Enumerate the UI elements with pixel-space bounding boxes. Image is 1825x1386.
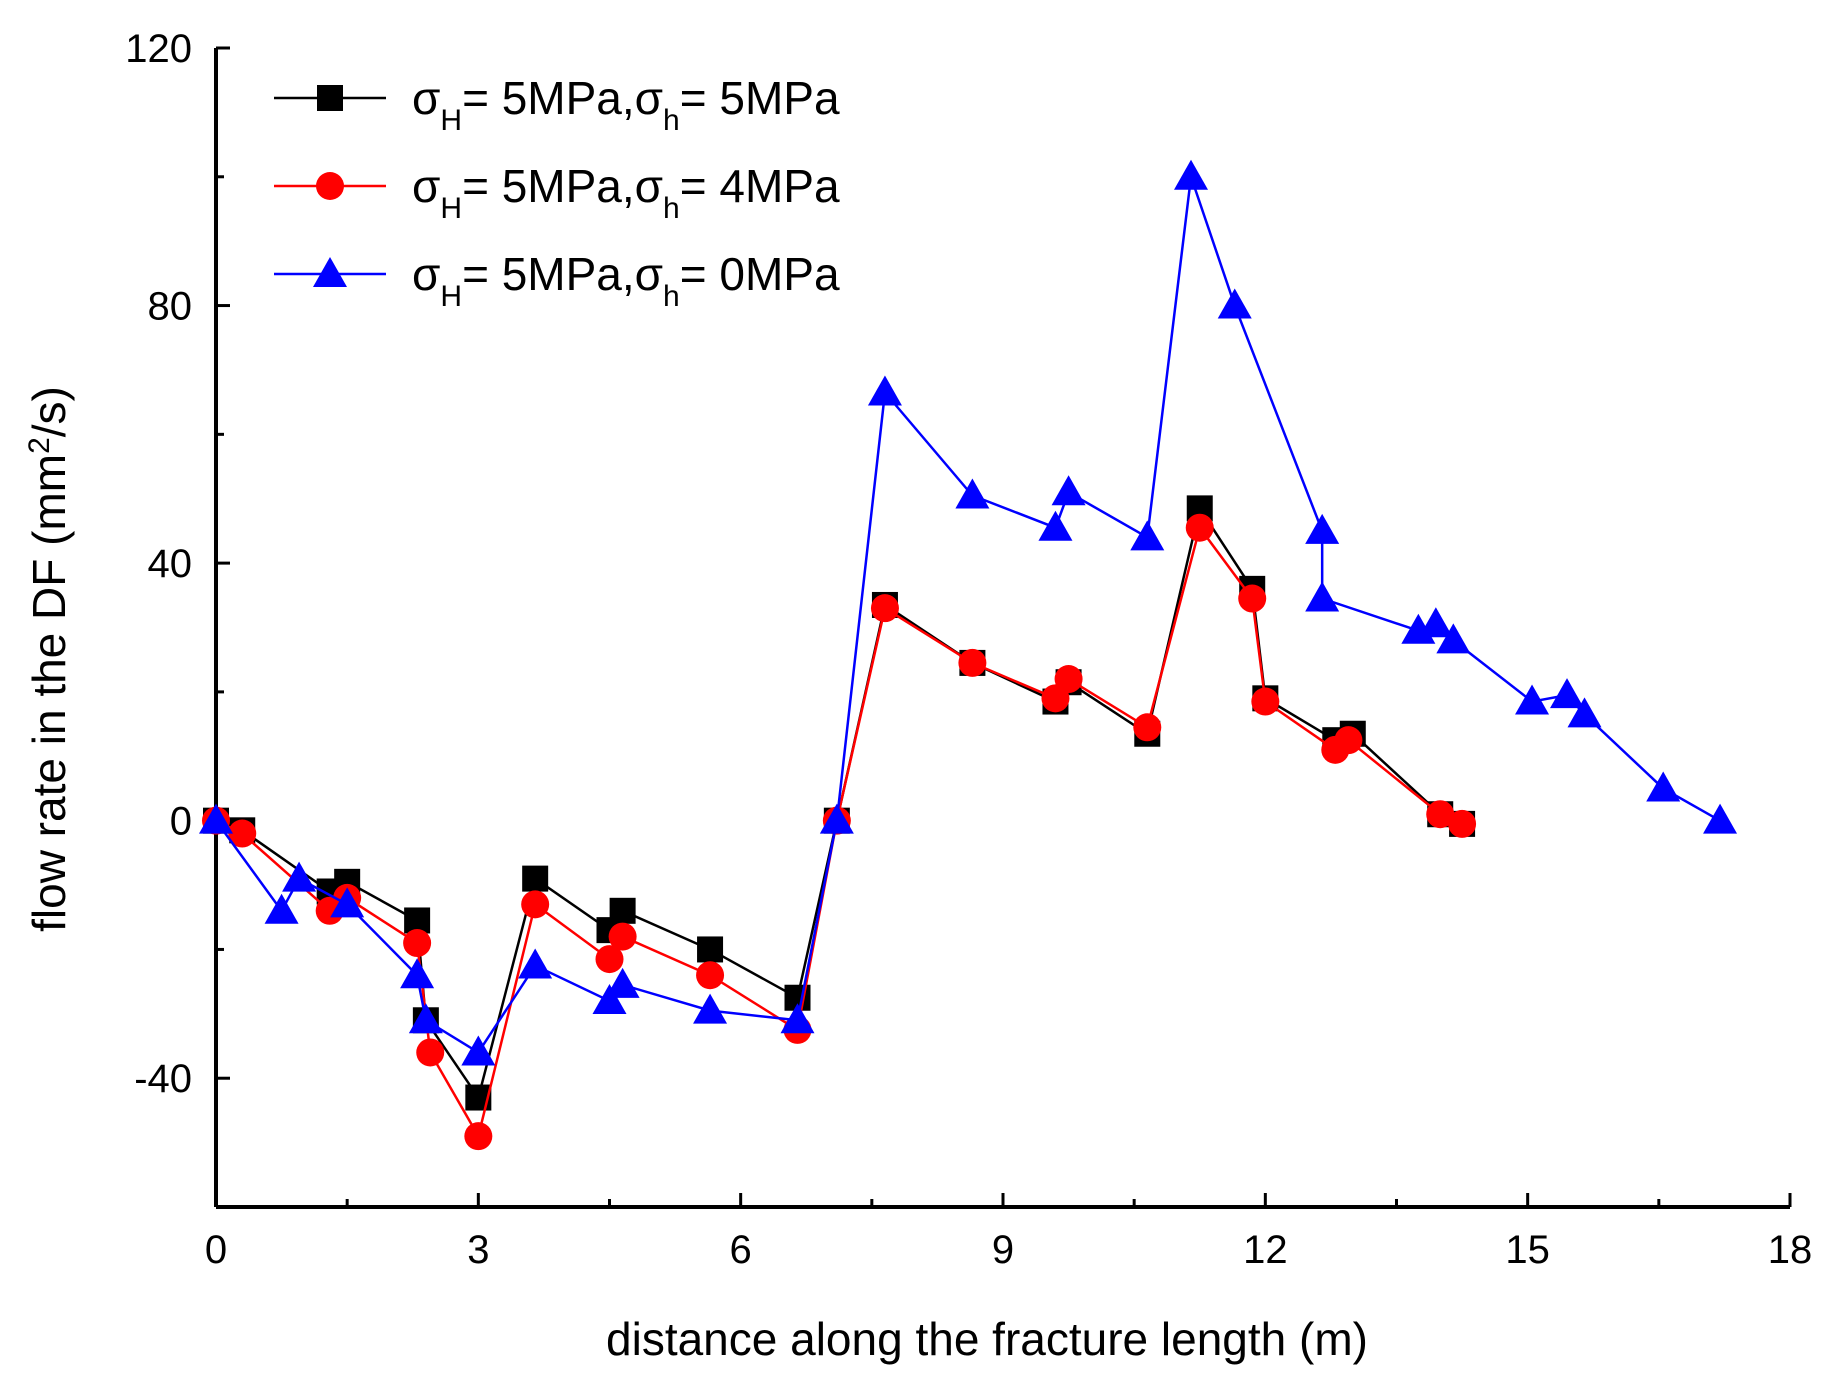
data-point-circle — [464, 1122, 493, 1151]
y-axis-label: flow rate in the DF (mm2/s) — [23, 386, 76, 932]
data-point-triangle — [1305, 513, 1340, 544]
data-point-triangle — [1436, 623, 1471, 654]
data-point-circle — [1185, 513, 1214, 542]
data-point-circle — [608, 922, 637, 951]
legend-label-part: H — [440, 104, 462, 137]
x-tick-label: 12 — [1243, 1228, 1288, 1272]
data-point-triangle — [408, 1003, 443, 1034]
data-point-triangle — [1174, 159, 1209, 190]
legend-label-part: = 5MPa — [680, 72, 840, 124]
data-point-circle — [228, 819, 257, 848]
data-point-triangle — [780, 1003, 815, 1034]
data-point-triangle — [1038, 510, 1073, 541]
legend-label: σH= 5MPa,σh= 5MPa — [412, 72, 840, 137]
y-axis-label-unit: /s) — [23, 386, 75, 437]
data-point-triangle — [955, 478, 990, 509]
data-point-circle — [416, 1038, 445, 1067]
data-point-triangle — [1305, 581, 1340, 612]
data-point-triangle — [867, 375, 902, 406]
data-point-circle — [1448, 809, 1477, 838]
data-point-triangle — [819, 803, 854, 834]
y-tick-label: 0 — [170, 800, 192, 844]
data-point-triangle — [518, 948, 553, 979]
data-point-triangle — [264, 893, 299, 924]
legend-label-part: H — [440, 280, 462, 313]
data-point-triangle — [592, 983, 627, 1014]
data-point-circle — [1054, 665, 1083, 694]
x-tick-label: 18 — [1768, 1228, 1813, 1272]
data-point-triangle — [1051, 475, 1086, 506]
data-point-triangle — [1567, 697, 1602, 728]
y-axis-label-superscript: 2 — [23, 437, 56, 454]
data-point-triangle — [1646, 771, 1681, 802]
x-tick-label: 9 — [992, 1228, 1014, 1272]
data-point-triangle — [693, 993, 728, 1024]
y-tick-label: 120 — [125, 27, 192, 71]
data-point-circle — [1238, 584, 1267, 613]
data-point-triangle — [461, 1035, 496, 1066]
x-tick-label: 15 — [1505, 1228, 1550, 1272]
y-axis-label-main: flow rate in the DF (mm — [23, 454, 75, 932]
y-tick-label: 40 — [148, 542, 193, 586]
x-tick-label: 3 — [467, 1228, 489, 1272]
data-point-circle — [1426, 800, 1455, 829]
series-3 — [199, 159, 1738, 1066]
legend-label-part: σ — [412, 248, 440, 300]
legend-entry-3: σH= 5MPa,σh= 0MPa — [274, 248, 840, 313]
data-point-circle — [403, 929, 432, 958]
data-point-square — [697, 936, 724, 963]
data-point-triangle — [330, 887, 365, 918]
legend-label-part: h — [663, 104, 680, 137]
legend-label-part: σ — [635, 72, 663, 124]
legend-label: σH= 5MPa,σh= 4MPa — [412, 160, 840, 225]
data-point-circle — [958, 648, 987, 677]
legend-marker-circle — [316, 172, 344, 200]
data-point-triangle — [199, 803, 233, 834]
data-point-circle — [595, 945, 624, 974]
legend-label: σH= 5MPa,σh= 0MPa — [412, 248, 840, 313]
data-point-circle — [870, 594, 899, 623]
data-point-circle — [1133, 713, 1162, 742]
data-point-circle — [1251, 687, 1280, 716]
data-point-triangle — [282, 861, 317, 892]
data-point-circle — [521, 890, 550, 919]
data-point-triangle — [1130, 520, 1165, 551]
legend-label-part: = 5MPa, — [462, 248, 635, 300]
data-point-triangle — [1703, 803, 1738, 834]
legend-entry-1: σH= 5MPa,σh= 5MPa — [274, 72, 840, 137]
data-point-triangle — [400, 958, 435, 989]
legend-label-part: σ — [635, 248, 663, 300]
legend-marker-square — [317, 85, 343, 111]
legend-label-part: H — [440, 192, 462, 225]
x-tick-label: 6 — [730, 1228, 752, 1272]
legend-marker-triangle — [313, 257, 347, 287]
data-point-triangle — [605, 967, 640, 998]
legend-label-part: h — [663, 280, 680, 313]
data-point-circle — [696, 961, 725, 990]
axis-ticks: 0 3 6 9 12 15 18 -40 0 40 80 120 — [125, 27, 1812, 1272]
data-point-square — [522, 865, 549, 892]
y-tick-label: 80 — [148, 285, 193, 329]
data-point-triangle — [1550, 678, 1585, 709]
legend-entry-2: σH= 5MPa,σh= 4MPa — [274, 160, 840, 225]
data-series — [199, 159, 1738, 1151]
y-tick-label: -40 — [134, 1057, 192, 1101]
legend-label-part: = 5MPa, — [462, 72, 635, 124]
legend-label-part: σ — [412, 72, 440, 124]
data-point-circle — [1334, 726, 1363, 755]
data-point-triangle — [1217, 288, 1252, 319]
legend-label-part: σ — [412, 160, 440, 212]
legend-label-part: = 4MPa — [680, 160, 840, 212]
legend-label-part: = 0MPa — [680, 248, 840, 300]
data-point-triangle — [1418, 607, 1453, 638]
x-axis-label: distance along the fracture length (m) — [606, 1313, 1368, 1365]
legend-label-part: h — [663, 192, 680, 225]
legend-label-part: σ — [635, 160, 663, 212]
legend-label-part: = 5MPa, — [462, 160, 635, 212]
data-point-triangle — [1515, 684, 1550, 715]
x-tick-label: 0 — [205, 1228, 227, 1272]
data-point-square — [609, 897, 636, 924]
